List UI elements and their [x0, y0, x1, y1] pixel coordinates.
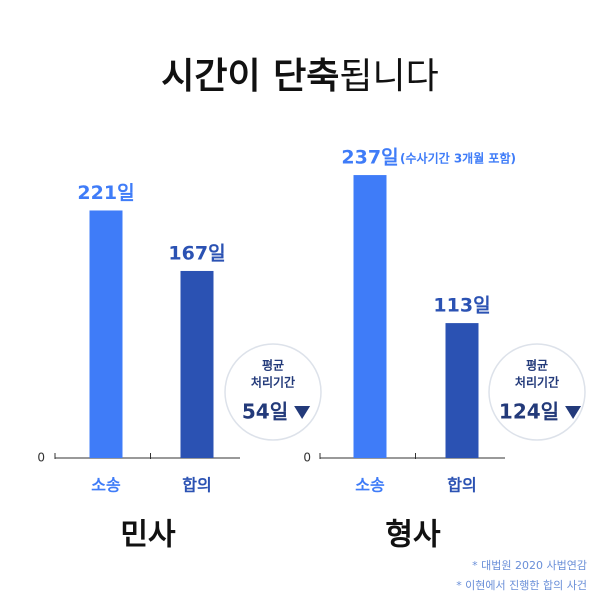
badge-value: 124일 [499, 400, 559, 424]
footnote: * 대법원 2020 사법연감 [472, 559, 587, 572]
title: 시간이 단축됩니다 [161, 56, 439, 97]
badge [488, 343, 586, 441]
annotation: (수사기간 3개월 포함) [400, 151, 516, 166]
badge-label: 평균 [262, 359, 284, 373]
x-tick-label: 소송 [91, 476, 121, 495]
value-label: 167일 [168, 242, 225, 264]
bar [353, 175, 387, 458]
x-tick-label: 합의 [182, 476, 211, 495]
badge-label: 처리기간 [251, 375, 295, 390]
value-label: 237일 [341, 147, 398, 169]
bar [445, 323, 479, 458]
badge-label: 처리기간 [515, 375, 559, 390]
y-tick-label: 0 [37, 451, 45, 465]
value-label: 113일 [433, 295, 490, 317]
title-regular: 됩니다 [339, 56, 438, 97]
x-tick-label: 합의 [447, 476, 476, 495]
bar [89, 210, 123, 458]
chart-title: 민사 [120, 518, 176, 553]
badge [224, 343, 322, 441]
bar [180, 270, 214, 458]
badge-value: 54일 [242, 400, 288, 424]
footnote: * 이현에서 진행한 합의 사건 [456, 579, 587, 592]
x-tick-label: 소송 [355, 476, 385, 495]
badge-label: 평균 [526, 359, 548, 373]
down-arrow [294, 406, 311, 419]
down-arrow [565, 406, 582, 419]
chart-title: 형사 [385, 518, 441, 553]
title-bold: 시간이 단축 [161, 56, 339, 97]
y-tick-label: 0 [303, 451, 311, 465]
value-label: 221일 [77, 182, 134, 204]
